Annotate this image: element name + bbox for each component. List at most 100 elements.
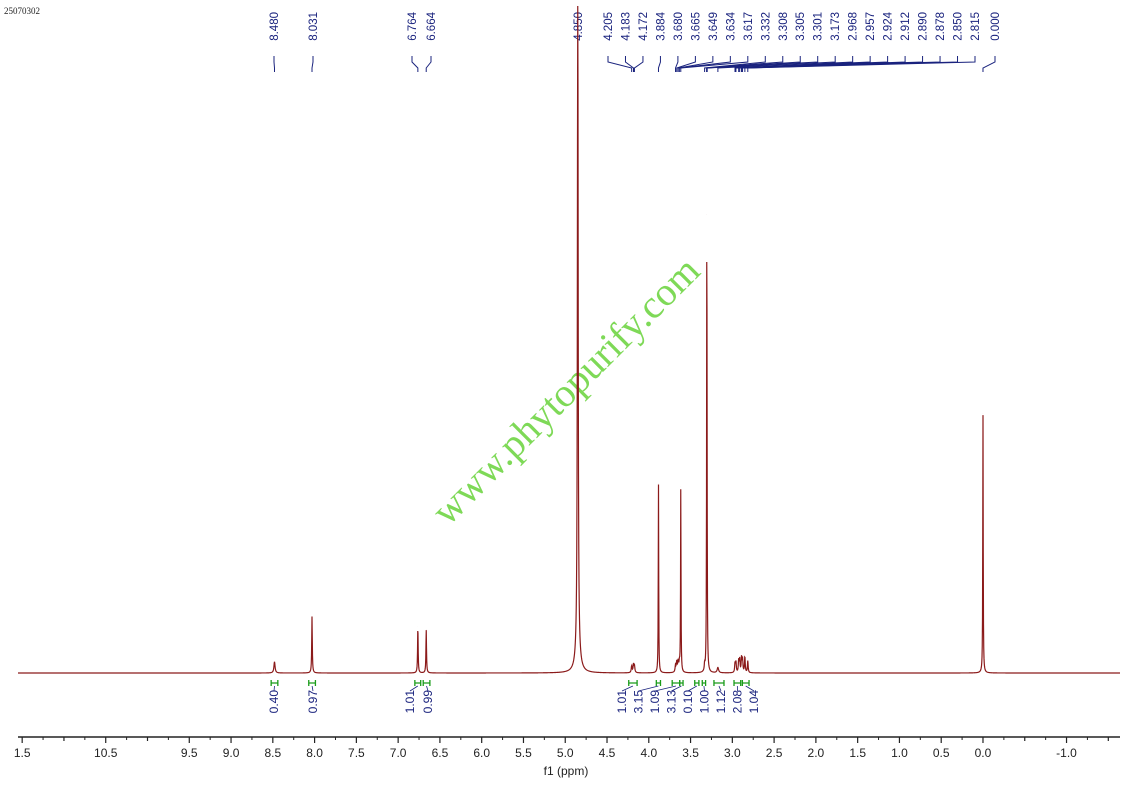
- x-tick-label: 8.5: [264, 746, 281, 760]
- x-axis-label: f1 (ppm): [544, 764, 589, 778]
- peak-label: 4.183: [620, 12, 632, 41]
- integrals: 0.40 0.97 1.01 0.99 1.01 3.15 1.09 3.13 0.10 1.00…: [267, 680, 761, 713]
- peak-leader-line: [677, 56, 714, 72]
- x-tick-label: 4.0: [640, 746, 657, 760]
- integral-leader: [671, 685, 682, 692]
- integral-leader: [654, 685, 677, 692]
- x-tick-label: 9.0: [223, 746, 240, 760]
- peak-leader-line: [676, 56, 696, 72]
- peak-leader-line: [607, 56, 633, 72]
- sample-id: 25070302: [4, 6, 40, 16]
- integral-bracket: [679, 680, 684, 686]
- integral-leader: [409, 685, 418, 692]
- integral-bracket: [694, 680, 700, 686]
- watermark: www.phytopurify.com: [423, 248, 709, 534]
- x-tick-label: 8.0: [306, 746, 323, 760]
- peak-leader-line: [982, 56, 996, 72]
- integral-leader: [703, 685, 705, 692]
- integral-value: 1.01: [615, 690, 629, 714]
- peak-label: 3.884: [655, 11, 667, 40]
- x-tick-label: 7.0: [390, 746, 407, 760]
- peak-label: 4.850: [573, 12, 585, 41]
- integral-value: 2.08: [731, 690, 745, 714]
- integral-bracket: [414, 680, 422, 686]
- peak-leader-line: [624, 56, 634, 72]
- x-tick-label: 2.5: [766, 746, 783, 760]
- integral-bracket: [741, 680, 750, 686]
- integral-leader: [687, 685, 698, 692]
- x-tick-label: 6.0: [473, 746, 490, 760]
- peak-label: 3.301: [813, 12, 825, 41]
- x-axis: 1.5 10.5 9.5 9.0 8.5 8.0 7.5 7.0 6.5 6.0 5.5 5.0 4.5…: [14, 736, 1120, 760]
- integral-value: 1.12: [714, 690, 728, 714]
- x-tick-label: 3.5: [682, 746, 699, 760]
- peak-leader-line: [657, 56, 661, 72]
- peak-leader-line: [680, 56, 749, 72]
- x-tick-label: 10.5: [94, 746, 118, 760]
- peak-label: 4.172: [638, 12, 650, 41]
- peak-label: 2.968: [848, 12, 860, 41]
- peak-label: 2.890: [918, 12, 930, 41]
- peak-leader-line: [717, 56, 836, 72]
- peak-label: 3.617: [743, 12, 755, 41]
- peak-leader-line: [747, 56, 976, 72]
- integral-value: 1.09: [648, 690, 662, 714]
- peak-label: 3.308: [778, 12, 790, 41]
- integral-value: 0.40: [267, 690, 281, 714]
- peak-label: 2.878: [935, 12, 947, 41]
- peak-label: 2.850: [953, 12, 965, 41]
- integral-leader: [426, 685, 429, 692]
- peak-label: 3.305: [795, 12, 807, 41]
- x-tick-label: 5.5: [515, 746, 532, 760]
- peak-label: 8.031: [308, 12, 320, 41]
- peak-label: 2.924: [883, 11, 895, 40]
- peak-label: 3.173: [830, 12, 842, 41]
- integral-bracket: [671, 680, 681, 686]
- x-tick-label: 0.5: [933, 746, 950, 760]
- peak-label: 2.912: [900, 12, 912, 41]
- peak-label: 4.205: [603, 12, 615, 41]
- integral-value: 1.04: [747, 690, 761, 714]
- peak-label: 2.957: [865, 12, 877, 41]
- peak-label: 0.000: [990, 12, 1002, 41]
- x-tick-label: 2.0: [808, 746, 825, 760]
- peak-leader-line: [311, 56, 314, 72]
- peak-label: 3.649: [708, 12, 720, 41]
- integral-bracket: [655, 680, 662, 686]
- peak-leader-line: [706, 56, 819, 72]
- integral-leader: [638, 685, 659, 692]
- x-tick-label: 5.0: [557, 746, 574, 760]
- integral-bracket: [628, 680, 638, 686]
- peak-label: 3.332: [760, 12, 772, 41]
- watermark-text: www.phytopurify.com: [423, 248, 709, 534]
- peak-labels: 8.480 8.031 6.764 6.664 4.850 4.205 4.183 4.172…: [269, 11, 1002, 72]
- spectrum-line: [18, 5, 1120, 674]
- x-tick-label: 6.5: [432, 746, 449, 760]
- integral-bracket: [733, 680, 742, 686]
- peak-label: 3.634: [725, 11, 737, 40]
- peak-label: 6.764: [407, 11, 419, 40]
- peak-label: 3.665: [690, 12, 702, 41]
- integral-bracket: [270, 680, 279, 686]
- integral-value: 0.99: [421, 690, 435, 714]
- x-tick-label: 3.0: [724, 746, 741, 760]
- integral-leader: [745, 685, 755, 692]
- integral-bracket: [308, 680, 317, 686]
- peak-leader-line: [704, 56, 766, 72]
- integral-value: 0.97: [306, 690, 320, 714]
- x-tick-label: 7.5: [348, 746, 365, 760]
- integral-bracket: [713, 680, 725, 686]
- peak-label: 2.815: [970, 12, 982, 41]
- x-tick-label: 4.5: [599, 746, 616, 760]
- x-tick-label: 1.0: [891, 746, 908, 760]
- x-tick-label: 1.5: [14, 746, 31, 760]
- integral-bracket: [422, 680, 431, 686]
- x-tick-label: -1.0: [1056, 746, 1077, 760]
- integral-value: 3.15: [632, 690, 646, 714]
- peak-label: 6.664: [426, 11, 438, 40]
- integral-leader: [718, 685, 722, 692]
- integral-bracket: [701, 680, 707, 686]
- x-tick-label: 9.5: [181, 746, 198, 760]
- peak-leader-line: [678, 56, 731, 72]
